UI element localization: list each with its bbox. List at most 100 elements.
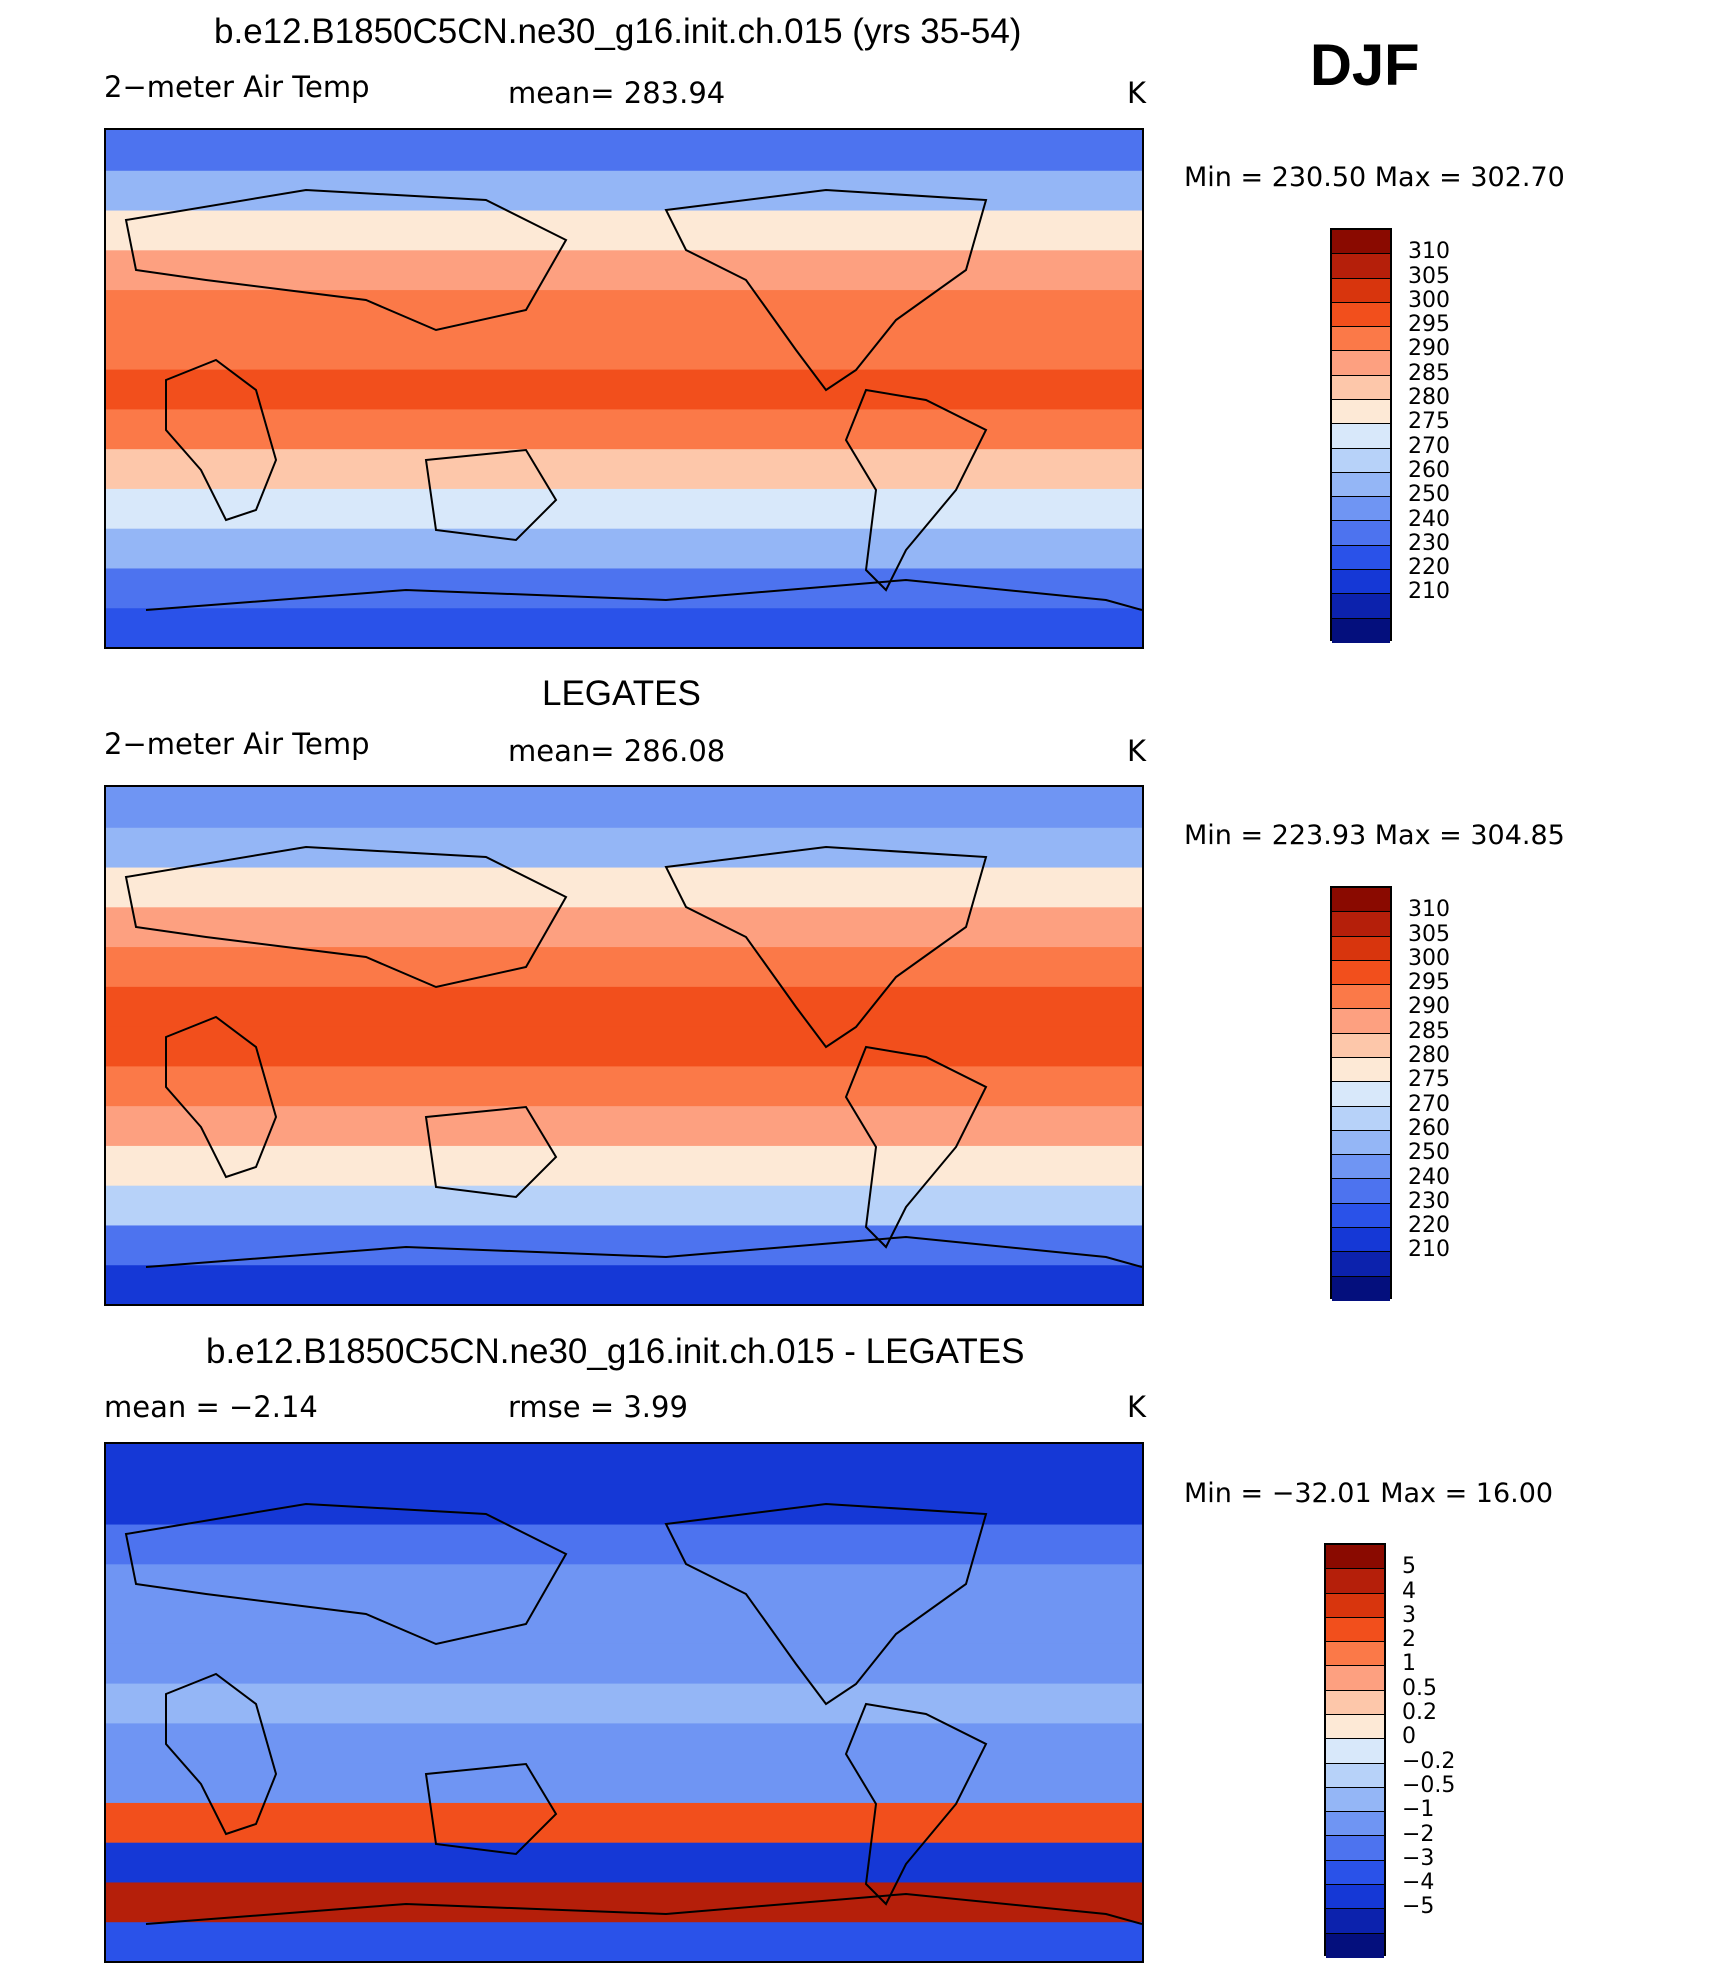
colorbar-tick-label: 3 [1402,1602,1416,1628]
panel2-map [104,785,1144,1306]
colorbar-tick-label: 305 [1408,921,1450,947]
colorbar-swatch [1326,1642,1384,1667]
colorbar-tick-label: 220 [1408,555,1450,581]
zonal-band [106,1184,1142,1226]
zonal-band [106,289,1142,330]
colorbar-swatch [1332,985,1390,1010]
colorbar-tick-label: 210 [1408,579,1450,605]
colorbar-tick-label: 2 [1402,1627,1416,1653]
colorbar-swatch [1332,1203,1390,1228]
colorbar-tick-label: 280 [1408,385,1450,411]
colorbar-swatch [1326,1909,1384,1934]
zonal-band [106,1563,1142,1605]
zonal-band [106,946,1142,987]
panel1-minmax-label: Min = 230.50 Max = 302.70 [1184,162,1565,193]
zonal-band [106,1642,1142,1684]
colorbar-swatch [1332,230,1390,255]
panel3-mean-label: mean = −2.14 [104,1390,318,1424]
zonal-band [106,1682,1142,1724]
zonal-band [106,1065,1142,1107]
coastline [124,188,568,332]
zonal-band [106,1264,1142,1304]
colorbar-swatch [1332,1033,1390,1058]
coastline [145,1235,1142,1268]
panel1-map [104,128,1144,649]
colorbar-tick-label: 300 [1408,945,1450,971]
colorbar-tick-label: 260 [1408,1115,1450,1141]
coastline [124,1502,568,1646]
colorbar-tick-label: 0 [1402,1724,1416,1750]
coastline [124,845,568,989]
zonal-band [106,787,1142,828]
colorbar-tick-label: 260 [1408,457,1450,483]
colorbar-swatch [1332,594,1390,619]
zonal-band [106,607,1142,647]
colorbar-swatch [1332,399,1390,425]
zonal-band [106,130,1142,171]
zonal-band [106,408,1142,450]
zonal-band [106,1841,1142,1883]
colorbar-swatch [1332,521,1390,546]
colorbar-swatch [1332,545,1390,570]
zonal-band [106,368,1142,410]
zonal-band [106,487,1142,529]
coastline [165,1015,278,1179]
coastline [424,1105,558,1199]
colorbar-swatch [1332,1057,1390,1083]
colorbar-swatch [1326,1739,1384,1764]
panel2-mean-label: mean= 286.08 [508,734,726,768]
colorbar-tick-label: 0.2 [1402,1700,1437,1726]
panel2-minmax-label: Min = 223.93 Max = 304.85 [1184,820,1565,851]
colorbar-swatch [1326,1569,1384,1594]
zonal-band [106,1105,1142,1146]
colorbar-tick-label: 310 [1408,239,1450,265]
zonal-band [106,826,1142,868]
zonal-band [106,1722,1142,1764]
colorbar-swatch [1332,448,1390,473]
zonal-band [106,1025,1142,1067]
panel1-units-label: K [1127,76,1147,110]
colorbar-swatch [1326,1787,1384,1813]
zonal-band [106,249,1142,291]
colorbar-tick-label: −1 [1402,1797,1435,1823]
zonal-band [106,1921,1142,1961]
colorbar-tick-label: 305 [1408,263,1450,289]
panel3-rmse-label: rmse = 3.99 [508,1390,688,1424]
colorbar-tick-label: 270 [1408,1091,1450,1117]
colorbar-tick-label: 290 [1408,336,1450,362]
colorbar-tick-label: 250 [1408,1140,1450,1166]
colorbar-swatch [1332,424,1390,449]
colorbar-tick-label: 4 [1402,1578,1416,1604]
colorbar-swatch [1332,1155,1390,1180]
colorbar-tick-label: 295 [1408,970,1450,996]
colorbar-swatch [1332,936,1390,961]
colorbar-tick-label: 300 [1408,287,1450,313]
zonal-band [106,1801,1142,1843]
colorbar-swatch [1332,1227,1390,1253]
zonal-band [106,448,1142,489]
panel1-variable-label: 2−meter Air Temp [104,70,370,104]
panel2-map-field [106,787,1142,1304]
colorbar-swatch [1332,1106,1390,1131]
colorbar-tick-label: −3 [1402,1845,1435,1871]
colorbar-swatch [1332,1179,1390,1204]
colorbar-swatch [1332,497,1390,522]
colorbar-tick-label: 295 [1408,312,1450,338]
colorbar-tick-label: 285 [1408,360,1450,386]
panel3-title: b.e12.B1850C5CN.ne30_g16.init.ch.015 - L… [206,1332,1025,1371]
colorbar-tick-label: 230 [1408,1188,1450,1214]
zonal-band [106,1762,1142,1803]
colorbar-swatch [1326,1666,1384,1691]
coastline [145,578,1142,611]
zonal-band [106,866,1142,908]
colorbar-swatch [1326,1593,1384,1618]
panel3-map [104,1442,1144,1963]
panel1-colorbar [1330,228,1392,643]
colorbar-swatch [1332,351,1390,376]
colorbar-tick-label: 280 [1408,1043,1450,1069]
coastline [424,1762,558,1856]
colorbar-swatch [1326,1763,1384,1788]
colorbar-tick-label: −0.5 [1402,1772,1456,1798]
colorbar-swatch [1332,1009,1390,1034]
panel3-colorbar [1324,1543,1386,1958]
